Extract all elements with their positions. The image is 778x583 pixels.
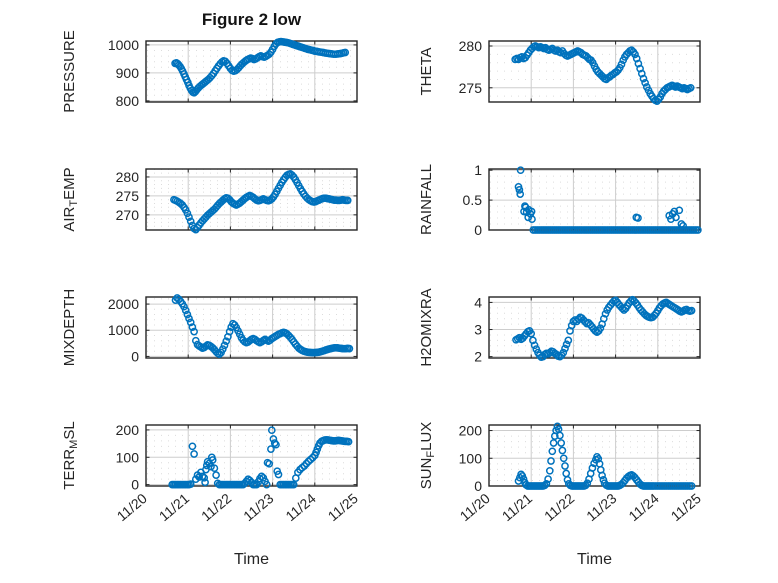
y-tick-label: 800 [116,93,140,109]
tick-marks [488,41,701,102]
plot-frame [488,296,701,359]
x-tick-label: 11/24 [625,490,661,524]
subplot-pressure: 800 900 1000 PRESSURE [61,30,358,113]
subplot-theta: 275 280 THETA [418,38,701,106]
x-axis-label-left: Time [234,551,269,568]
figure-title: Figure 2 low [201,10,302,29]
data-points [514,166,702,234]
x-tick-label: 11/23 [583,490,619,524]
subplot-h2omixra: 2 3 4 H2OMIXRA [418,288,701,367]
subplot-terr_msl: 0 100 200 TERRMSL 11/20 11/21 11/22 11/23 11/24 1… [61,421,361,524]
data-points [170,170,352,234]
y-tick-label: 0 [474,478,482,494]
y-tick-label: 0.5 [463,192,483,208]
plot-frame [145,40,358,103]
tick-marks [145,297,358,358]
subplot-mixdepth: 0 1000 2000 MIXDEPTH [61,289,358,367]
plot-frame [145,424,358,487]
x-tick-label: 11/20 [457,490,493,524]
y-tick-label: 900 [116,65,140,81]
y-tick-label: 2000 [108,296,139,312]
y-axis-label-theta: THETA [418,47,435,95]
y-tick-label: 0 [131,477,139,493]
plot-frame [145,296,358,359]
y-tick-label: 100 [459,450,483,466]
data-points [171,37,350,97]
y-tick-label: 1000 [108,322,139,338]
major-grid [146,41,357,102]
y-axis-label-h2omixra: H2OMIXRA [418,288,435,366]
y-tick-label: 3 [474,322,482,338]
tick-marks [145,425,358,486]
plot-frame [488,40,701,103]
y-tick-label: 4 [474,294,482,310]
y-tick-label: 1000 [108,37,139,53]
x-tick-label: 11/24 [282,490,318,524]
data-points [171,294,354,358]
y-tick-label: 100 [116,449,140,465]
x-tick-label: 11/22 [541,490,577,524]
x-axis-label-right: Time [577,551,612,568]
y-axis-label-rainfall: RAINFALL [418,164,435,235]
x-tick-label: 11/25 [668,490,704,524]
y-tick-label: 280 [459,38,483,54]
y-axis-label-mixdepth: MIXDEPTH [61,289,78,367]
major-grid [146,425,357,486]
x-tick-label: 11/25 [325,490,361,524]
data-points [514,422,696,490]
y-tick-label: 275 [116,188,140,204]
data-points [511,42,695,106]
plot-frame [145,168,358,231]
y-tick-label: 275 [459,80,483,96]
y-tick-label: 270 [116,207,140,223]
y-tick-label: 280 [116,169,140,185]
data-points [168,426,353,489]
x-tick-label: 11/23 [240,490,276,524]
y-axis-label-pressure: PRESSURE [61,30,78,113]
subplot-sun_flux: 0 100 200 SUNFLUX 11/20 11/21 11/22 11/23 11/24 1… [418,422,704,524]
subplot-rainfall: 0 0.5 1 RAINFALL [418,162,702,238]
tick-marks [145,169,358,230]
y-axis-label-sun_flux: SUNFLUX [418,422,437,490]
x-tick-label: 11/20 [114,490,150,524]
x-tick-label: 11/21 [499,490,535,524]
y-tick-label: 200 [116,422,140,438]
subplot-air_temp: 270 275 280 AIRTEMP [61,167,358,234]
x-tick-label: 11/21 [156,490,192,524]
y-axis-label-air_temp: AIRTEMP [61,167,80,231]
y-tick-label: 0 [474,222,482,238]
y-tick-label: 2 [474,349,482,365]
x-tick-label: 11/22 [198,490,234,524]
plot-frame [488,168,701,231]
plot-frame [488,424,701,487]
y-axis-label-terr_msl: TERRMSL [61,421,80,489]
data-points [512,295,696,362]
y-tick-label: 1 [474,162,482,178]
y-tick-label: 200 [459,423,483,439]
y-tick-label: 0 [131,348,139,364]
